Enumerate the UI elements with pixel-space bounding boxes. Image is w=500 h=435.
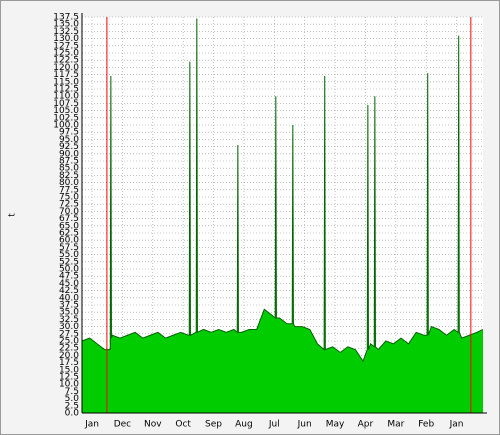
x-tick-label: Mar [387, 420, 404, 430]
y-tick-label: 92.5 [59, 142, 79, 152]
y-tick-label: 105.0 [53, 106, 79, 116]
y-tick-label: 57.5 [59, 243, 79, 253]
y-tick-label: 25.0 [59, 337, 79, 347]
y-axis-label: t [8, 213, 18, 217]
x-tick-label: Aug [235, 420, 253, 430]
y-tick-label: 35.0 [59, 308, 79, 318]
y-tick-label: 77.5 [59, 185, 79, 195]
y-tick-label: 97.5 [59, 128, 79, 138]
y-tick-label: 72.5 [59, 200, 79, 210]
x-tick-label: Apr [358, 420, 374, 430]
y-tick-label: 52.5 [59, 257, 79, 267]
y-tick-label: 0.0 [65, 409, 80, 419]
y-tick-label: 122.5 [53, 56, 79, 66]
x-tick-label: Jan [84, 420, 99, 430]
y-tick-label: 107.5 [53, 99, 79, 109]
y-tick-label: 87.5 [59, 157, 79, 167]
y-tick-label: 75.0 [59, 193, 79, 203]
y-tick-label: 20.0 [59, 351, 79, 361]
x-tick-label: Jan [449, 420, 464, 430]
y-tick-label: 30.0 [59, 322, 79, 332]
x-tick-label: Nov [144, 420, 162, 430]
y-tick-label: 60.0 [59, 236, 79, 246]
x-tick-label: May [326, 420, 345, 430]
y-tick-label: 40.0 [59, 293, 79, 303]
x-tick-label: Jun [297, 420, 312, 430]
y-tick-label: 65.0 [59, 221, 79, 231]
y-tick-label: 110.0 [53, 92, 79, 102]
y-tick-label: 32.5 [59, 315, 79, 325]
y-tick-label: 100.0 [53, 121, 79, 131]
y-tick-label: 37.5 [59, 301, 79, 311]
y-tick-label: 125.0 [53, 49, 79, 59]
x-tick-label: Dec [114, 420, 131, 430]
y-tick-label: 50.0 [59, 265, 79, 275]
y-tick-label: 27.5 [59, 329, 79, 339]
x-tick-label: Sep [205, 420, 222, 430]
y-tick-label: 80.0 [59, 178, 79, 188]
y-tick-label: 7.5 [65, 387, 79, 397]
x-tick-label: Oct [175, 420, 191, 430]
x-tick-label: Jul [268, 420, 280, 430]
y-tick-label: 47.5 [59, 272, 79, 282]
y-tick-label: 12.5 [59, 373, 79, 383]
y-tick-label: 67.5 [59, 214, 79, 224]
y-tick-label: 5.0 [65, 394, 80, 404]
y-tick-label: 22.5 [59, 344, 79, 354]
y-tick-label: 15.0 [59, 365, 79, 375]
y-tick-label: 95.0 [59, 135, 79, 145]
y-tick-label: 55.0 [59, 250, 79, 260]
x-tick-label: Feb [418, 420, 434, 430]
y-tick-label: 85.0 [59, 164, 79, 174]
y-tick-label: 132.5 [53, 27, 79, 37]
y-tick-label: 62.5 [59, 229, 79, 239]
y-tick-label: 45.0 [59, 279, 79, 289]
y-tick-label: 102.5 [53, 113, 79, 123]
y-tick-label: 82.5 [59, 171, 79, 181]
y-tick-label: 137.5 [53, 13, 79, 23]
y-tick-label: 90.0 [59, 149, 79, 159]
y-tick-label: 70.0 [59, 207, 79, 217]
y-tick-label: 120.0 [53, 63, 79, 73]
area [82, 18, 483, 413]
y-tick-label: 17.5 [59, 358, 79, 368]
y-tick-label: 135.0 [53, 20, 79, 30]
y-tick-label: 42.5 [59, 286, 79, 296]
y-tick-label: 2.5 [65, 401, 79, 411]
y-tick-label: 117.5 [53, 70, 79, 80]
y-tick-label: 10.0 [59, 380, 79, 390]
y-tick-label: 112.5 [53, 85, 79, 95]
y-tick-label: 127.5 [53, 41, 79, 51]
y-tick-label: 130.0 [53, 34, 79, 44]
y-tick-label: 115.0 [53, 77, 79, 87]
area-outline [81, 18, 484, 363]
